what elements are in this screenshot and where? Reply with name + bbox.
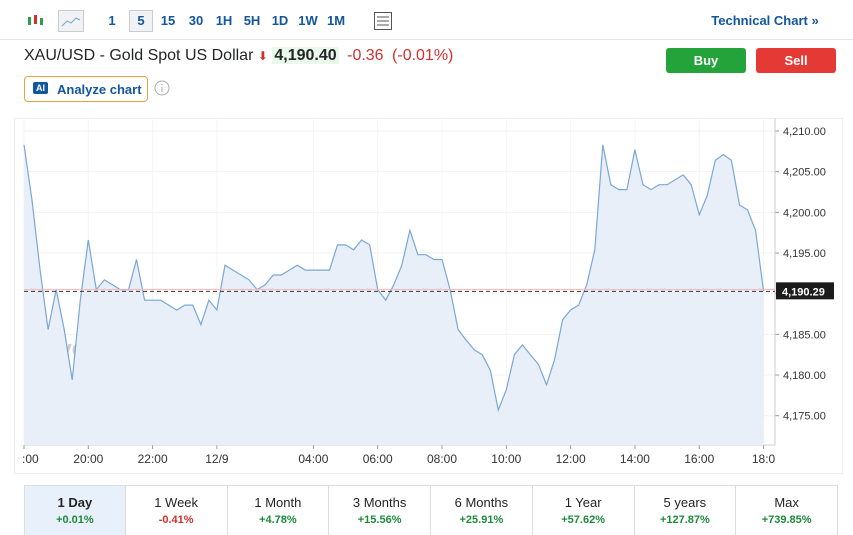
period-cell[interactable]: Max +739.85% [736,485,838,535]
candle-icon[interactable] [24,12,46,30]
divider [0,39,853,40]
interval-button[interactable]: 15 [160,13,176,28]
period-label: 1 Week [154,495,199,510]
x-tick-label: 04:00 [298,452,328,466]
period-cell[interactable]: 1 Week -0.41% [125,485,228,535]
y-tick-label: 4,205.00 [783,167,826,179]
buy-button[interactable]: Buy [666,48,746,73]
x-tick-label: 10:00 [491,452,521,466]
period-cell[interactable]: 5 years +127.87% [634,485,737,535]
period-cell[interactable]: 3 Months +15.56% [329,485,431,535]
y-tick-label: 4,195.00 [783,248,826,260]
interval-button[interactable]: 1W [298,13,318,28]
price: 4,190.40 [272,47,339,64]
x-tick-label: 12:00 [556,452,586,466]
period-label: Max [774,495,799,510]
period-label: 5 years [663,495,707,510]
period-cell[interactable]: 1 Day +0.01% [24,485,126,535]
last-price-label: 4,190.29 [782,286,825,298]
change: -0.36 [347,47,384,64]
period-cell[interactable]: 1 Month +4.78% [227,485,330,535]
ai-badge: AI [33,82,48,94]
interval-button[interactable]: 1H [215,13,233,28]
y-tick-label: 4,180.00 [783,370,826,382]
x-tick-label: 18:0 [752,452,776,466]
x-tick-label: 08:00 [427,452,457,466]
x-tick-label: :00 [22,452,39,466]
info-icon[interactable] [154,80,170,96]
x-tick-label: 22:00 [138,452,168,466]
y-tick-label: 4,210.00 [783,126,826,138]
period-change: +4.78% [259,514,297,526]
period-change: +0.01% [56,514,94,526]
interval-button[interactable]: 1D [271,13,289,28]
down-arrow: ⬇ [257,49,268,63]
area-icon[interactable] [58,10,84,32]
period-change: +25.91% [459,514,504,526]
area-fill [24,144,764,446]
period-label: 1 Year [564,495,602,510]
technical-chart-link[interactable]: Technical Chart » [711,13,819,28]
x-tick-label: 14:00 [620,452,650,466]
period-change: +57.62% [561,514,605,526]
interval-button[interactable]: 5H [243,13,261,28]
interval-button[interactable]: 1M [326,13,346,28]
analyze-button[interactable]: AI Analyze chart [24,76,148,102]
period-label: 6 Months [454,495,509,510]
title: XAU/USD - Gold Spot US Dollar [24,47,254,64]
x-tick-label: 06:00 [363,452,393,466]
change-percent: (-0.01%) [392,47,454,64]
interval-button[interactable]: 1 [108,13,116,28]
period-cell[interactable]: 1 Year +57.62% [532,485,635,535]
y-tick-label: 4,185.00 [783,329,826,341]
analyze-label: Analyze chart [57,82,142,97]
chart: Investing.com4,175.004,180.004,185.004,1… [14,118,843,474]
period-label: 1 Day [57,495,93,510]
x-tick-label: 12/9 [205,452,229,466]
price-line [23,144,765,413]
chart-frame [14,118,843,474]
period-change: +127.87% [659,514,710,526]
period-label: 3 Months [352,495,407,510]
sell-button[interactable]: Sell [756,48,836,73]
settings-icon[interactable] [372,10,394,32]
instrument-header: XAU/USD - Gold Spot US Dollar ⬇ 4,190.40… [24,47,453,65]
y-tick-label: 4,200.00 [783,207,826,219]
period-change: +739.85% [761,514,812,526]
last-price-box [776,282,834,300]
y-tick-label: 4,175.00 [783,411,826,423]
period-label: 1 Month [254,495,302,510]
interval-button[interactable]: 5 [129,10,153,32]
x-tick-label: 20:00 [73,452,103,466]
interval-button[interactable]: 30 [188,13,204,28]
x-tick-label: 16:00 [684,452,714,466]
period-change: +15.56% [357,514,402,526]
period-change: -0.41% [158,514,194,526]
period-cell[interactable]: 6 Months +25.91% [431,485,533,535]
